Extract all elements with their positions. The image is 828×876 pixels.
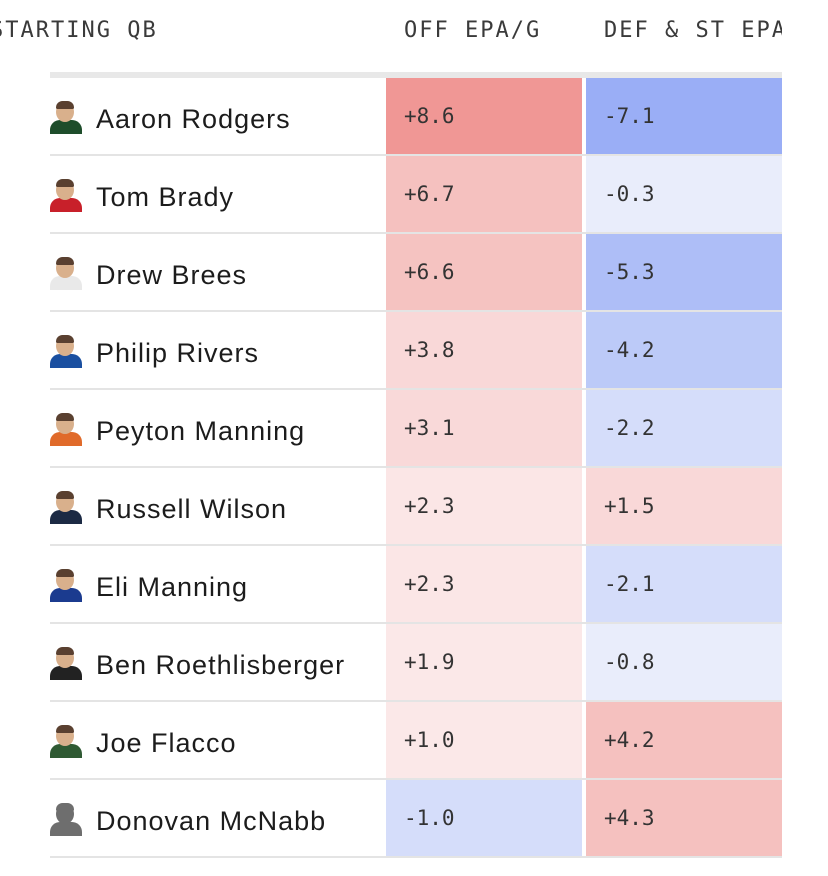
table-row: Donovan McNabb -1.0 +4.3	[50, 780, 782, 858]
off-epa-value: +2.3	[404, 494, 455, 518]
def-st-epa-cell: -2.2	[584, 390, 782, 466]
def-st-epa-value: -2.2	[604, 416, 655, 440]
player-headshot	[50, 646, 82, 680]
table-row: Russell Wilson +2.3 +1.5	[50, 468, 782, 546]
def-st-epa-cell: +4.3	[584, 780, 782, 856]
column-header-def-st-epa[interactable]: DEF & ST EPA	[604, 18, 782, 43]
column-header-off-epa[interactable]: OFF EPA/G	[404, 18, 542, 43]
player-cell: Joe Flacco	[50, 702, 383, 778]
player-headshot	[50, 568, 82, 602]
player-headshot	[50, 256, 82, 290]
off-epa-cell: +1.9	[384, 624, 582, 700]
player-silhouette-icon	[50, 802, 82, 836]
off-epa-value: +1.0	[404, 728, 455, 752]
def-st-epa-value: -2.1	[604, 572, 655, 596]
off-epa-cell: +2.3	[384, 468, 582, 544]
table-row: Philip Rivers +3.8 -4.2	[50, 312, 782, 390]
table-row: Eli Manning +2.3 -2.1	[50, 546, 782, 624]
player-headshot	[50, 100, 82, 134]
header-divider	[50, 72, 782, 78]
off-epa-value: +8.6	[404, 104, 455, 128]
player-name: Eli Manning	[96, 572, 249, 602]
player-cell: Tom Brady	[50, 156, 383, 232]
player-headshot	[50, 412, 82, 446]
off-epa-value: +1.9	[404, 650, 455, 674]
def-st-epa-cell: -4.2	[584, 312, 782, 388]
table-row: Ben Roethlisberger +1.9 -0.8	[50, 624, 782, 702]
player-name: Donovan McNabb	[96, 806, 327, 836]
player-name: Aaron Rodgers	[96, 104, 291, 134]
off-epa-value: +6.7	[404, 182, 455, 206]
table-header: STARTING QB OFF EPA/G DEF & ST EPA	[0, 0, 828, 70]
off-epa-cell: +3.8	[384, 312, 582, 388]
player-headshot	[50, 490, 82, 524]
def-st-epa-cell: +4.2	[584, 702, 782, 778]
def-st-epa-value: -4.2	[604, 338, 655, 362]
off-epa-cell: +6.6	[384, 234, 582, 310]
off-epa-value: +2.3	[404, 572, 455, 596]
player-cell: Ben Roethlisberger	[50, 624, 383, 700]
off-epa-cell: -1.0	[384, 780, 582, 856]
player-name: Ben Roethlisberger	[96, 650, 346, 680]
def-st-epa-value: -0.8	[604, 650, 655, 674]
player-cell: Donovan McNabb	[50, 780, 383, 856]
player-name: Joe Flacco	[96, 728, 237, 758]
player-headshot	[50, 724, 82, 758]
def-st-epa-cell: +1.5	[584, 468, 782, 544]
def-st-epa-cell: -0.8	[584, 624, 782, 700]
player-cell: Aaron Rodgers	[50, 78, 383, 154]
player-cell: Peyton Manning	[50, 390, 383, 466]
player-headshot	[50, 334, 82, 368]
off-epa-cell: +6.7	[384, 156, 582, 232]
player-name: Russell Wilson	[96, 494, 288, 524]
off-epa-value: -1.0	[404, 806, 455, 830]
player-name: Philip Rivers	[96, 338, 260, 368]
player-cell: Philip Rivers	[50, 312, 383, 388]
table-row: Drew Brees +6.6 -5.3	[50, 234, 782, 312]
off-epa-cell: +8.6	[384, 78, 582, 154]
table-row: Aaron Rodgers +8.6 -7.1	[50, 78, 782, 156]
player-cell: Eli Manning	[50, 546, 383, 622]
column-header-starting-qb[interactable]: STARTING QB	[0, 18, 158, 43]
def-st-epa-cell: -2.1	[584, 546, 782, 622]
def-st-epa-cell: -0.3	[584, 156, 782, 232]
def-st-epa-cell: -5.3	[584, 234, 782, 310]
player-cell: Russell Wilson	[50, 468, 383, 544]
player-name: Tom Brady	[96, 182, 235, 212]
off-epa-cell: +3.1	[384, 390, 582, 466]
qb-table: Aaron Rodgers +8.6 -7.1 Tom Brady +6.7 -0.3 Dr…	[50, 78, 782, 858]
player-cell: Drew Brees	[50, 234, 383, 310]
def-st-epa-cell: -7.1	[584, 78, 782, 154]
player-name: Drew Brees	[96, 260, 248, 290]
def-st-epa-value: +4.2	[604, 728, 655, 752]
def-st-epa-value: +4.3	[604, 806, 655, 830]
off-epa-value: +3.8	[404, 338, 455, 362]
table-row: Tom Brady +6.7 -0.3	[50, 156, 782, 234]
player-headshot	[50, 178, 82, 212]
def-st-epa-value: -0.3	[604, 182, 655, 206]
off-epa-cell: +1.0	[384, 702, 582, 778]
off-epa-cell: +2.3	[384, 546, 582, 622]
def-st-epa-value: -5.3	[604, 260, 655, 284]
off-epa-value: +6.6	[404, 260, 455, 284]
def-st-epa-value: -7.1	[604, 104, 655, 128]
off-epa-value: +3.1	[404, 416, 455, 440]
table-row: Joe Flacco +1.0 +4.2	[50, 702, 782, 780]
def-st-epa-value: +1.5	[604, 494, 655, 518]
table-row: Peyton Manning +3.1 -2.2	[50, 390, 782, 468]
player-name: Peyton Manning	[96, 416, 306, 446]
